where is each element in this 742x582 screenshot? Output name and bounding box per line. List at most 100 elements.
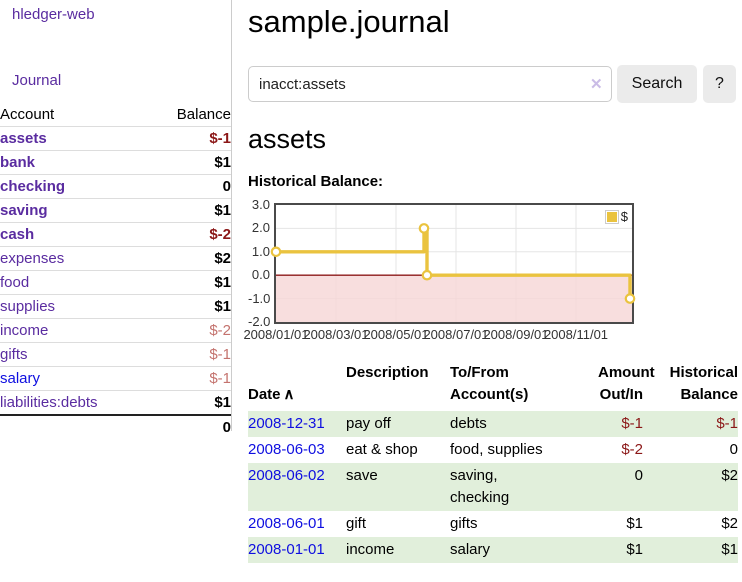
account-row: gifts $-1 xyxy=(0,342,231,367)
account-balance: $1 xyxy=(148,390,231,416)
chart-points xyxy=(270,223,636,304)
account-balance: $-1 xyxy=(148,342,231,367)
x-tick-label: 2008/09/01 xyxy=(483,327,549,342)
account-balance: $2 xyxy=(148,246,231,271)
transaction-balance: $-1 xyxy=(716,415,738,432)
register-header-row: Date ∧ Description To/From Account(s) Amo… xyxy=(248,362,738,411)
transaction-balance: 0 xyxy=(729,441,738,458)
transaction-description: income xyxy=(346,541,395,558)
transaction-accounts: gifts xyxy=(450,515,478,532)
account-link-liabilities-debts[interactable]: liabilities:debts xyxy=(0,394,98,411)
account-balance: $1 xyxy=(148,270,231,295)
account-row: expenses $2 xyxy=(0,246,231,271)
transaction-description: eat & shop xyxy=(346,441,418,458)
transaction-description: pay off xyxy=(346,415,391,432)
transaction-amount: 0 xyxy=(634,467,643,484)
y-tick-label: 2.0 xyxy=(251,220,270,235)
account-heading: assets xyxy=(248,124,327,154)
account-row: bank $1 xyxy=(0,150,231,175)
chart-legend: $ xyxy=(603,208,629,225)
page-title: sample.journal xyxy=(248,4,450,39)
accounts-total-balance: 0 xyxy=(148,414,231,439)
account-balance: $1 xyxy=(148,150,231,175)
account-link-food[interactable]: food xyxy=(0,274,30,291)
search-form: ✕ Search ? xyxy=(248,65,742,103)
register-row: 2008-06-02 save saving, checking 0 $2 xyxy=(248,463,738,511)
search-input[interactable] xyxy=(248,66,612,102)
account-row: salary $-1 xyxy=(0,366,231,391)
account-row: food $1 xyxy=(0,270,231,295)
sort-ascending-icon: ∧ xyxy=(283,386,295,403)
account-row: checking 0 xyxy=(0,174,231,199)
account-link-income[interactable]: income xyxy=(0,322,49,339)
transaction-balance: $2 xyxy=(721,467,738,484)
y-tick-label: 3.0 xyxy=(251,197,270,212)
register-row: 2008-01-01 income salary $1 $1 xyxy=(248,537,738,563)
account-link-saving[interactable]: saving xyxy=(0,202,48,219)
chart-plot-area: $ xyxy=(270,203,636,324)
transaction-description: gift xyxy=(346,515,367,532)
x-tick-label: 2008/11/01 xyxy=(543,327,609,342)
balance-chart: 3.0 2.0 1.0 0.0 -1.0 -2.0 xyxy=(243,197,742,345)
transaction-balance: $1 xyxy=(721,541,738,558)
y-tick-label: -1.0 xyxy=(248,291,271,306)
account-link-expenses[interactable]: expenses xyxy=(0,250,65,267)
x-tick-label: 2008/01/01 xyxy=(243,327,309,342)
register-header-date[interactable]: Date ∧ xyxy=(248,362,346,411)
account-balance: $-2 xyxy=(148,222,231,247)
account-balance: $-1 xyxy=(148,366,231,391)
register-header-description: Description xyxy=(346,364,429,381)
transaction-amount: $-1 xyxy=(621,415,643,432)
transaction-date-link[interactable]: 2008-12-31 xyxy=(248,415,325,432)
chart-canvas xyxy=(270,205,636,322)
transaction-amount: $1 xyxy=(626,541,643,558)
transaction-description: save xyxy=(346,467,378,484)
account-link-cash[interactable]: cash xyxy=(0,226,35,243)
help-button[interactable]: ? xyxy=(703,65,736,103)
account-link-assets[interactable]: assets xyxy=(0,130,47,147)
account-balance: $-1 xyxy=(148,126,231,151)
transaction-date-link[interactable]: 2008-06-02 xyxy=(248,467,325,484)
transaction-date-link[interactable]: 2008-06-03 xyxy=(248,441,325,458)
chart-negative-region xyxy=(276,275,632,322)
account-balance: $1 xyxy=(148,294,231,319)
y-tick-label: 1.0 xyxy=(251,244,270,259)
register-header-date-label: Date xyxy=(248,386,281,403)
chart-title: Historical Balance: xyxy=(248,173,384,190)
clear-search-icon[interactable]: ✕ xyxy=(590,76,603,93)
account-row: supplies $1 xyxy=(0,294,231,319)
accounts-table: Account Balance assets $-1 bank $1 check… xyxy=(0,103,231,439)
accounts-header-account: Account xyxy=(0,103,149,127)
register-header-tofrom: To/From Account(s) xyxy=(450,364,529,403)
register-row: 2008-06-03 eat & shop food, supplies $-2… xyxy=(248,437,738,463)
account-row: income $-2 xyxy=(0,318,231,343)
x-tick-label: 2008/03/01 xyxy=(303,327,369,342)
x-tick-label: 2008/05/01 xyxy=(363,327,429,342)
register-row: 2008-06-01 gift gifts $1 $2 xyxy=(248,511,738,537)
y-tick-label: 0.0 xyxy=(251,267,270,282)
account-row: saving $1 xyxy=(0,198,231,223)
transaction-balance: $2 xyxy=(721,515,738,532)
sidebar: hledger-web Journal Account Balance asse… xyxy=(0,0,232,439)
app-brand-link[interactable]: hledger-web xyxy=(12,6,95,23)
account-link-bank[interactable]: bank xyxy=(0,154,36,171)
legend-swatch-icon xyxy=(604,209,619,224)
legend-label: $ xyxy=(620,209,628,224)
transaction-accounts: saving, checking xyxy=(450,467,510,506)
transaction-date-link[interactable]: 2008-06-01 xyxy=(248,515,325,532)
search-button[interactable]: Search xyxy=(617,65,697,103)
register-header-amount: Amount Out/In xyxy=(598,364,655,403)
x-tick-label: 2008/07/01 xyxy=(423,327,489,342)
sidebar-item-journal[interactable]: Journal xyxy=(12,72,62,89)
account-link-checking[interactable]: checking xyxy=(0,178,66,195)
main-content: sample.journal ✕ Search ? assets Histori… xyxy=(243,0,742,563)
register-table: Date ∧ Description To/From Account(s) Amo… xyxy=(248,362,738,563)
account-row: assets $-1 xyxy=(0,126,231,151)
account-balance: 0 xyxy=(148,174,231,199)
account-link-salary[interactable]: salary xyxy=(0,370,41,387)
account-link-gifts[interactable]: gifts xyxy=(0,346,28,363)
transaction-amount: $1 xyxy=(626,515,643,532)
account-link-supplies[interactable]: supplies xyxy=(0,298,56,315)
account-row: cash $-2 xyxy=(0,222,231,247)
transaction-date-link[interactable]: 2008-01-01 xyxy=(248,541,325,558)
